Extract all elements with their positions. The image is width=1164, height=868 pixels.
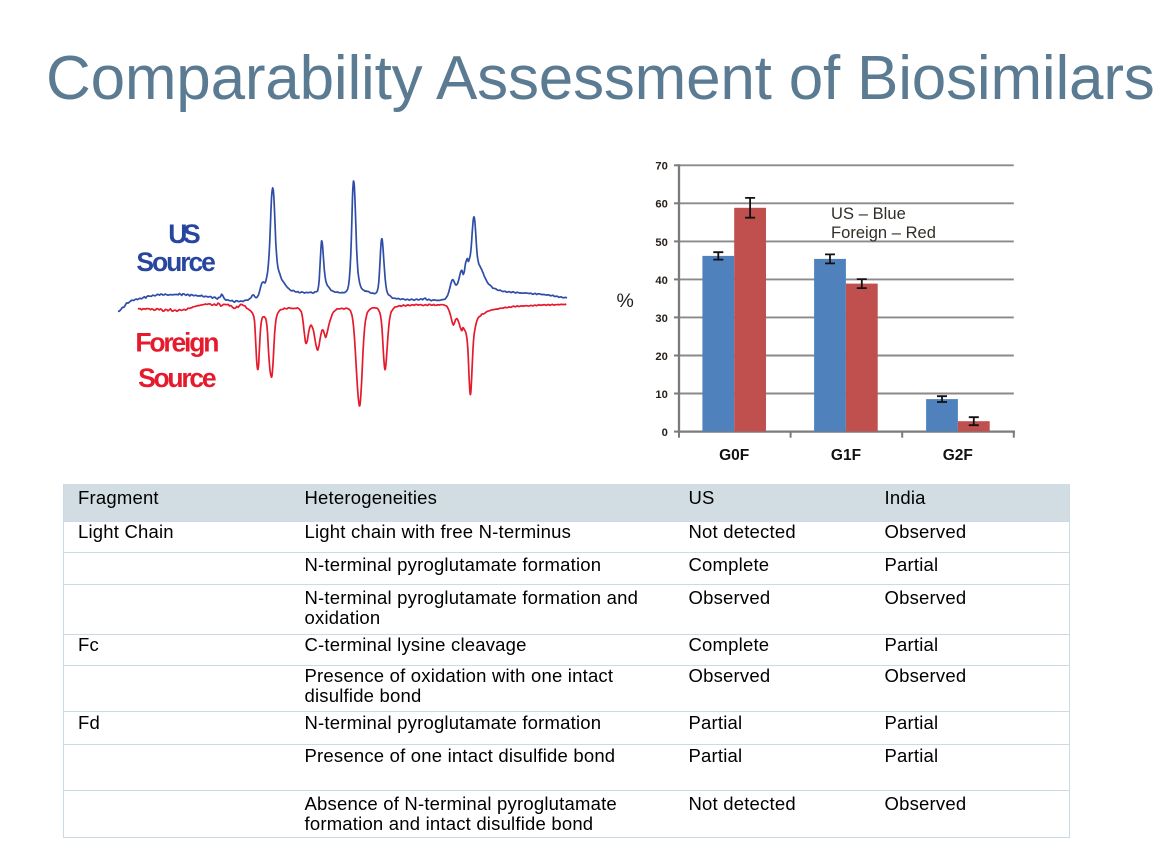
svg-text:Source: Source — [136, 247, 216, 277]
svg-text:10: 10 — [655, 389, 667, 401]
svg-text:G2F: G2F — [943, 447, 973, 464]
svg-text:60: 60 — [655, 199, 667, 211]
svg-text:US: US — [168, 219, 201, 249]
svg-text:Foreign: Foreign — [135, 328, 219, 358]
svg-text:Foreign – Red: Foreign – Red — [831, 224, 936, 242]
svg-text:Source: Source — [138, 363, 217, 393]
svg-text:30: 30 — [655, 313, 667, 325]
svg-text:G1F: G1F — [831, 447, 861, 464]
svg-text:70: 70 — [655, 161, 667, 173]
svg-text:0: 0 — [662, 427, 668, 439]
svg-text:US – Blue: US – Blue — [831, 205, 906, 223]
svg-text:20: 20 — [655, 351, 667, 363]
svg-text:G0F: G0F — [719, 447, 749, 464]
svg-text:%: % — [617, 290, 634, 312]
svg-text:50: 50 — [655, 237, 667, 249]
svg-text:40: 40 — [655, 275, 667, 287]
